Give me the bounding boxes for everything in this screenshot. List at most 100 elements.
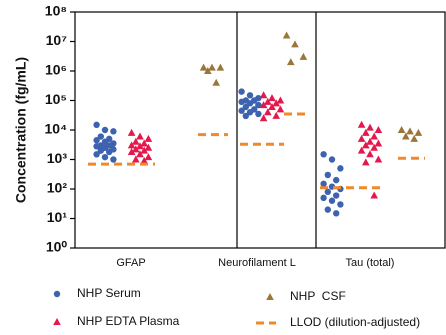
data-point xyxy=(328,197,336,204)
y-tick-label: 10² xyxy=(47,180,68,196)
data-point xyxy=(199,63,208,71)
data-point xyxy=(370,143,378,151)
data-point xyxy=(276,96,285,104)
legend-label: NHP Serum xyxy=(77,286,141,300)
data-point xyxy=(255,101,262,109)
data-point xyxy=(320,194,327,202)
data-point xyxy=(268,94,276,102)
data-point xyxy=(362,128,370,136)
y-tick-label: 10⁴ xyxy=(45,121,68,137)
data-point xyxy=(320,151,327,158)
legend-marker xyxy=(53,290,61,298)
data-point xyxy=(144,153,153,161)
data-point xyxy=(374,139,383,147)
data-point xyxy=(276,105,285,113)
data-point xyxy=(246,109,254,116)
data-point xyxy=(324,206,331,213)
data-point xyxy=(255,110,262,118)
data-point xyxy=(366,123,374,131)
data-point xyxy=(272,111,280,119)
legend-marker xyxy=(53,318,61,325)
data-point xyxy=(264,97,272,105)
legend-marker xyxy=(266,293,274,300)
data-point xyxy=(287,58,295,66)
data-point xyxy=(259,101,268,109)
data-point xyxy=(238,107,245,114)
y-axis-label: Concentration (fg/mL) xyxy=(13,57,29,203)
data-point xyxy=(101,153,109,161)
data-point xyxy=(136,132,144,140)
data-point xyxy=(216,63,225,71)
x-tick-label: Neurofilament L xyxy=(218,257,296,269)
data-point xyxy=(204,67,212,74)
data-point xyxy=(374,155,383,163)
data-point xyxy=(366,150,374,158)
data-point xyxy=(97,133,105,140)
legend-label: NHP EDTA Plasma xyxy=(77,314,180,328)
data-point xyxy=(402,132,410,140)
plot-frame xyxy=(74,11,446,249)
data-point xyxy=(238,88,245,95)
data-point xyxy=(140,146,148,154)
data-point xyxy=(259,91,268,99)
data-point xyxy=(333,210,340,217)
data-point xyxy=(259,114,268,122)
data-point xyxy=(370,132,378,140)
data-point xyxy=(414,128,423,136)
data-point xyxy=(110,128,117,135)
y-tick-label: 10³ xyxy=(47,150,68,166)
data-point xyxy=(93,151,100,158)
data-point xyxy=(362,141,370,149)
data-point xyxy=(93,143,100,150)
data-point xyxy=(144,134,153,142)
data-point xyxy=(106,148,113,156)
data-point xyxy=(136,150,144,158)
data-point xyxy=(299,52,308,60)
data-point xyxy=(324,188,331,196)
data-point xyxy=(333,192,340,199)
data-point xyxy=(93,121,100,129)
y-tick-label: 10⁶ xyxy=(45,62,67,78)
data-point xyxy=(93,137,100,144)
y-tick-label: 10⁸ xyxy=(45,3,67,19)
data-point xyxy=(370,191,378,199)
y-tick-label: 10⁵ xyxy=(45,91,67,107)
data-point xyxy=(127,141,136,149)
data-point xyxy=(324,171,331,179)
data-point xyxy=(110,156,117,163)
data-point xyxy=(238,98,245,106)
data-point xyxy=(132,155,140,163)
data-point xyxy=(366,137,374,145)
legend-label: NHP CSF xyxy=(290,289,346,303)
legend-label: LLOD (dilution-adjusted) xyxy=(290,315,420,329)
data-point xyxy=(212,78,220,86)
data-point xyxy=(272,99,280,107)
x-tick-label: GFAP xyxy=(116,257,145,269)
data-point xyxy=(97,147,105,154)
data-point xyxy=(397,126,406,133)
data-point xyxy=(410,134,418,142)
data-point xyxy=(357,134,366,142)
data-point xyxy=(328,156,336,163)
data-point xyxy=(337,201,344,208)
data-point xyxy=(144,143,153,151)
data-point xyxy=(140,156,148,164)
data-point xyxy=(374,126,383,133)
data-point xyxy=(140,139,148,147)
data-point xyxy=(357,146,366,154)
data-point xyxy=(406,127,414,135)
data-point xyxy=(132,145,140,153)
data-point xyxy=(246,92,254,99)
data-point xyxy=(282,31,291,39)
data-point xyxy=(333,176,340,184)
data-point xyxy=(136,142,144,150)
data-point xyxy=(101,126,109,134)
data-point xyxy=(357,120,366,128)
data-point xyxy=(320,180,327,188)
data-point xyxy=(362,158,370,166)
y-tick-label: 10⁷ xyxy=(46,32,68,48)
data-point xyxy=(264,108,272,116)
y-tick-label: 10⁰ xyxy=(46,239,68,255)
x-tick-label: Tau (total) xyxy=(346,257,395,269)
